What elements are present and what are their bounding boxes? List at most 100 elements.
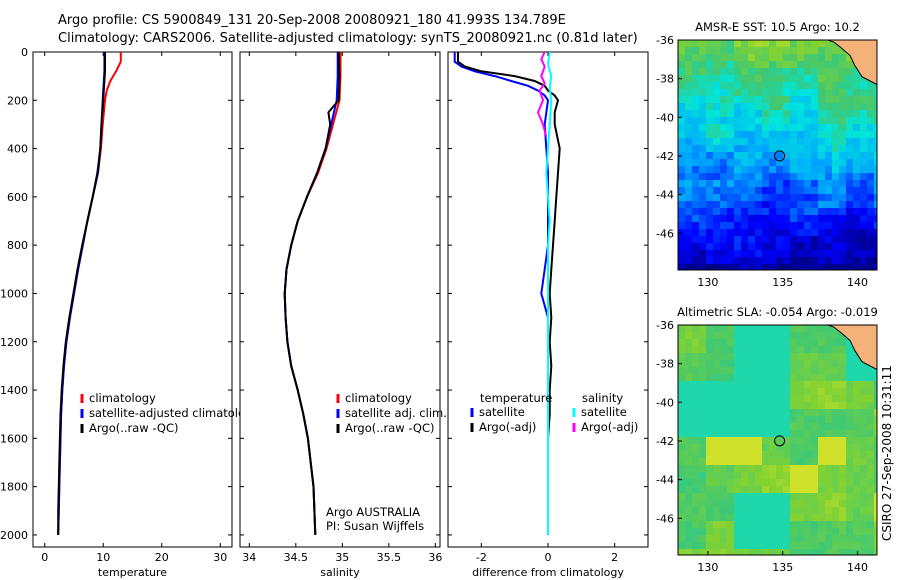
x-tick-label: 20 — [155, 551, 169, 564]
heatmap-cell — [769, 514, 777, 522]
heatmap-cell — [699, 500, 707, 508]
heatmap-cell — [818, 346, 826, 354]
heatmap-cell — [825, 374, 833, 382]
heatmap-cell — [846, 243, 854, 251]
heatmap-cell — [867, 458, 875, 466]
heatmap-cell — [678, 528, 686, 536]
heatmap-cell — [692, 367, 700, 375]
heatmap-cell — [811, 479, 819, 487]
heatmap-cell — [804, 96, 812, 104]
heatmap-cell — [692, 409, 700, 417]
heatmap-cell — [734, 325, 742, 333]
heatmap-cell — [685, 500, 693, 508]
heatmap-cell — [790, 82, 798, 90]
heatmap-cell — [727, 194, 735, 202]
heatmap-cell — [720, 416, 728, 424]
heatmap-cell — [734, 535, 742, 543]
heatmap-cell — [713, 416, 721, 424]
heatmap-cell — [867, 243, 875, 251]
heatmap-cell — [867, 110, 875, 118]
heatmap-cell — [762, 416, 770, 424]
heatmap-cell — [860, 152, 868, 160]
heatmap-cell — [853, 409, 861, 417]
heatmap-cell — [720, 89, 728, 97]
heatmap-cell — [692, 514, 700, 522]
heatmap-cell — [853, 514, 861, 522]
heatmap-cell — [762, 507, 770, 515]
heatmap-cell — [832, 430, 840, 438]
heatmap-cell — [853, 437, 861, 445]
heatmap-cell — [762, 236, 770, 244]
heatmap-cell — [853, 173, 861, 181]
heatmap-cell — [853, 395, 861, 403]
heatmap-cell — [860, 486, 868, 494]
heatmap-cell — [741, 103, 749, 111]
heatmap-cell — [678, 339, 686, 347]
heatmap-cell — [853, 250, 861, 258]
heatmap-cell — [706, 159, 714, 167]
heatmap-cell — [797, 250, 805, 258]
heatmap-cell — [839, 96, 847, 104]
heatmap-cell — [853, 458, 861, 466]
heatmap-cell — [783, 131, 791, 139]
heatmap-cell — [741, 423, 749, 431]
heatmap-cell — [860, 145, 868, 153]
heatmap-cell — [839, 437, 847, 445]
heatmap-cell — [748, 458, 756, 466]
heatmap-cell — [832, 152, 840, 160]
heatmap-cell — [825, 159, 833, 167]
heatmap-cell — [776, 117, 784, 125]
heatmap-cell — [860, 180, 868, 188]
heatmap-cell — [783, 208, 791, 216]
heatmap-cell — [706, 549, 714, 555]
heatmap-cell — [776, 54, 784, 62]
heatmap-cell — [727, 68, 735, 76]
heatmap-cell — [692, 54, 700, 62]
heatmap-cell — [853, 528, 861, 536]
heatmap-cell — [804, 187, 812, 195]
heatmap-cell — [804, 68, 812, 76]
heatmap-cell — [727, 131, 735, 139]
heatmap-cell — [853, 444, 861, 452]
heatmap-cell — [860, 402, 868, 410]
heatmap-cell — [762, 68, 770, 76]
heatmap-cell — [727, 388, 735, 396]
heatmap-cell — [797, 416, 805, 424]
heatmap-cell — [762, 360, 770, 368]
heatmap-cell — [685, 47, 693, 55]
heatmap-cell — [811, 444, 819, 452]
heatmap-cell — [727, 465, 735, 473]
heatmap-cell — [713, 40, 721, 48]
heatmap-cell — [867, 423, 875, 431]
heatmap-cell — [783, 243, 791, 251]
heatmap-cell — [720, 166, 728, 174]
heatmap-cell — [846, 264, 854, 270]
y-tick-label: -36 — [656, 319, 674, 332]
heatmap-cell — [797, 402, 805, 410]
heatmap-cell — [741, 325, 749, 333]
heatmap-cell — [741, 229, 749, 237]
heatmap-cell — [741, 110, 749, 118]
x-tick-label: 135 — [772, 561, 793, 574]
heatmap-cell — [685, 103, 693, 111]
heatmap-cell — [713, 110, 721, 118]
heatmap-cell — [846, 402, 854, 410]
heatmap-cell — [699, 250, 707, 258]
heatmap-cell — [678, 374, 686, 382]
heatmap-cell — [741, 215, 749, 223]
y-tick-label: -42 — [656, 150, 674, 163]
heatmap-cell — [804, 103, 812, 111]
heatmap-cell — [783, 402, 791, 410]
heatmap-cell — [692, 346, 700, 354]
heatmap-cell — [804, 388, 812, 396]
heatmap-cell — [769, 159, 777, 167]
heatmap-cell — [860, 89, 868, 97]
heatmap-cell — [762, 332, 770, 340]
heatmap-cell — [860, 131, 868, 139]
heatmap-cell — [685, 381, 693, 389]
heatmap-cell — [678, 173, 686, 181]
heatmap-cell — [790, 54, 798, 62]
heatmap-cell — [755, 117, 763, 125]
heatmap-cell — [685, 507, 693, 515]
heatmap-cell — [797, 89, 805, 97]
